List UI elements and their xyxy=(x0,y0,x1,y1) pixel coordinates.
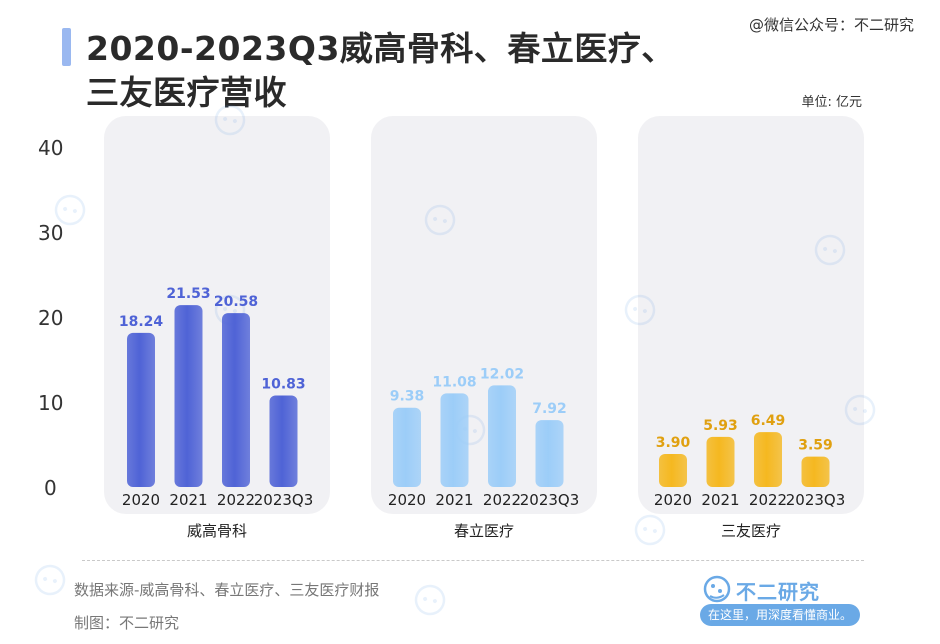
data-source-note: 数据来源-威高骨科、春立医疗、三友医疗财报 xyxy=(74,581,380,599)
panel-sanyou xyxy=(638,116,864,514)
x-tick-label: 2023Q3 xyxy=(254,491,314,509)
data-label-weigao-2021: 21.53 xyxy=(166,286,210,302)
y-tick-label: 30 xyxy=(38,221,64,245)
maker-note: 制图：不二研究 xyxy=(74,614,180,632)
bar-weigao-2021 xyxy=(174,305,203,487)
x-tick-label: 2020 xyxy=(388,491,426,509)
y-tick-label: 40 xyxy=(38,136,64,160)
x-tick-label: 2023Q3 xyxy=(786,491,846,509)
data-label-sanyou-2023Q3: 3.59 xyxy=(798,438,833,454)
chart-title-line-1: 2020-2023Q3威高骨科、春立医疗、 xyxy=(86,29,675,68)
source-watermark: @微信公众号：不二研究 xyxy=(748,16,914,34)
data-label-weigao-2020: 18.24 xyxy=(119,314,164,330)
x-tick-label: 2020 xyxy=(122,491,160,509)
bar-sanyou-2022 xyxy=(754,432,782,487)
data-label-weigao-2023Q3: 10.83 xyxy=(261,376,305,392)
data-label-chunli-2023Q3: 7.92 xyxy=(532,401,567,417)
bar-sanyou-2021 xyxy=(706,436,735,487)
title-accent-bar xyxy=(62,28,71,66)
unit-label: 单位: 亿元 xyxy=(801,95,862,110)
bar-weigao-2020 xyxy=(127,332,155,487)
x-tick-label: 2022 xyxy=(749,491,787,509)
x-tick-label: 2021 xyxy=(169,491,207,509)
bar-chunli-2020 xyxy=(393,407,421,487)
bar-weigao-2023Q3 xyxy=(269,395,298,487)
group-label-chunli: 春立医疗 xyxy=(453,522,514,540)
data-label-sanyou-2021: 5.93 xyxy=(703,418,738,434)
bar-chunli-2023Q3 xyxy=(535,420,564,487)
data-label-chunli-2022: 12.02 xyxy=(480,366,524,382)
chart-title-line-2: 三友医疗营收 xyxy=(86,73,287,112)
brand-slogan: 在这里，用深度看懂商业。 xyxy=(700,604,860,626)
bar-sanyou-2023Q3 xyxy=(801,456,830,487)
x-tick-label: 2023Q3 xyxy=(520,491,580,509)
y-tick-label: 20 xyxy=(38,306,64,330)
data-label-sanyou-2020: 3.90 xyxy=(656,435,691,451)
bar-chunli-2021 xyxy=(440,393,469,487)
brand-name: 不二研究 xyxy=(736,580,820,604)
bar-weigao-2022 xyxy=(222,313,250,487)
footer-divider xyxy=(82,560,864,561)
bar-chunli-2022 xyxy=(488,385,516,487)
x-tick-label: 2022 xyxy=(217,491,255,509)
x-tick-label: 2021 xyxy=(701,491,739,509)
group-label-sanyou: 三友医疗 xyxy=(720,522,781,540)
y-tick-label: 10 xyxy=(38,391,64,415)
brand-logo-icon xyxy=(703,575,731,603)
bar-sanyou-2020 xyxy=(659,454,687,487)
x-tick-label: 2022 xyxy=(483,491,521,509)
x-tick-label: 2020 xyxy=(654,491,692,509)
data-label-chunli-2021: 11.08 xyxy=(432,374,476,390)
data-label-weigao-2022: 20.58 xyxy=(214,294,258,310)
group-label-weigao: 威高骨科 xyxy=(186,522,247,540)
x-tick-label: 2021 xyxy=(435,491,473,509)
y-tick-label: 0 xyxy=(44,476,57,500)
data-label-sanyou-2022: 6.49 xyxy=(751,413,786,429)
data-label-chunli-2020: 9.38 xyxy=(390,389,425,405)
